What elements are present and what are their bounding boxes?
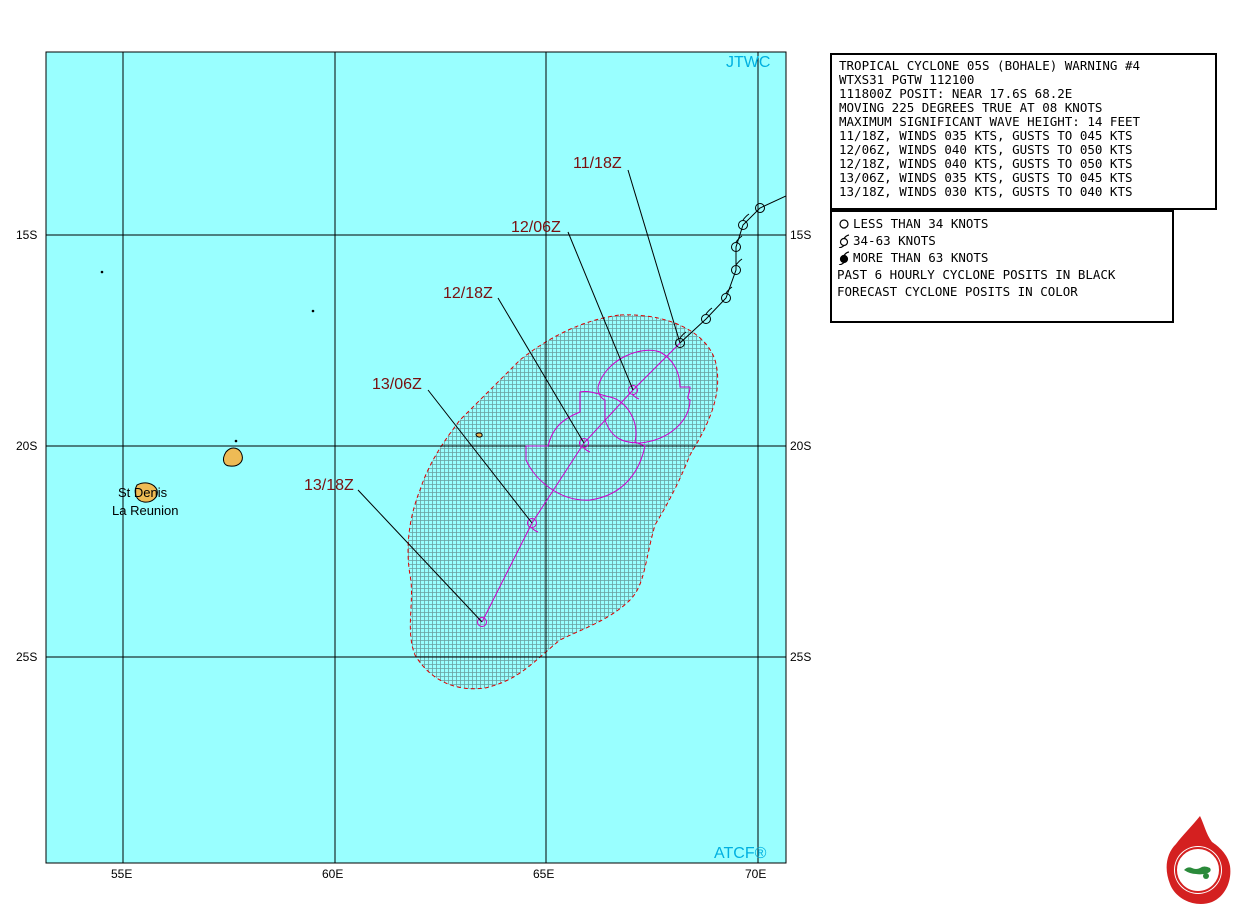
- warning-line: 12/06Z, WINDS 040 KTS, GUSTS TO 050 KTS: [839, 142, 1133, 157]
- open-circle-icon: [839, 218, 849, 229]
- legend-panel: LESS THAN 34 KNOTS 34-63 KNOTS MORE THAN…: [830, 210, 1174, 323]
- lat-label-left: 20S: [16, 439, 37, 453]
- islet-marker: [100, 270, 104, 274]
- lat-label-left: 15S: [16, 228, 37, 242]
- warning-line: MAXIMUM SIGNIFICANT WAVE HEIGHT: 14 FEET: [839, 114, 1141, 129]
- lat-label-right: 20S: [790, 439, 811, 453]
- island-label: La Reunion: [112, 503, 179, 518]
- warning-line: 13/06Z, WINDS 035 KTS, GUSTS TO 045 KTS: [839, 170, 1133, 185]
- forecast-time-label: 13/18Z: [304, 477, 354, 494]
- legend-item-label: LESS THAN 34 KNOTS: [853, 216, 989, 231]
- atcf-label: ATCF®: [714, 845, 767, 862]
- warning-line: 11/18Z, WINDS 035 KTS, GUSTS TO 045 KTS: [839, 128, 1133, 143]
- islet-marker: [311, 309, 315, 313]
- danger-area: [407, 314, 719, 690]
- lat-label-right: 15S: [790, 228, 811, 242]
- wind-radii: [525, 349, 691, 501]
- lon-label: 55E: [111, 867, 132, 881]
- label-leader-lines: [357, 169, 681, 623]
- lat-label-left: 25S: [16, 650, 37, 664]
- legend-item-label: MORE THAN 63 KNOTS: [853, 250, 989, 265]
- past-positions: [675, 203, 765, 348]
- lon-label: 70E: [745, 867, 766, 881]
- open-cyclone-icon: [838, 233, 850, 248]
- warning-line: WTXS31 PGTW 112100: [839, 72, 975, 87]
- jtwc-label: JTWC: [726, 54, 770, 71]
- warning-line: TROPICAL CYCLONE 05S (BOHALE) WARNING #4: [839, 58, 1141, 73]
- forecast-time-label: 12/18Z: [443, 285, 493, 302]
- legend-note-text: PAST 6 HOURLY CYCLONE POSITS IN BLACK: [837, 267, 1116, 282]
- legend-item: 34-63 KNOTS: [837, 232, 1172, 249]
- small-island: [475, 432, 483, 438]
- lon-label: 60E: [322, 867, 343, 881]
- warning-panel: TROPICAL CYCLONE 05S (BOHALE) WARNING #4…: [830, 53, 1217, 210]
- forecast-positions: [477, 385, 640, 627]
- legend-note-text: FORECAST CYCLONE POSITS IN COLOR: [837, 284, 1078, 299]
- warning-line: 111800Z POSIT: NEAR 17.6S 68.2E: [839, 86, 1073, 101]
- jtwc-seal-logo: [1166, 816, 1231, 904]
- city-label: St Denis: [118, 485, 168, 500]
- reunion-island: [134, 482, 158, 503]
- forecast-time-label: 11/18Z: [573, 155, 622, 172]
- forecast-time-label: 13/06Z: [372, 376, 422, 393]
- mauritius-island: [222, 447, 243, 467]
- map-border: [45, 51, 787, 864]
- warning-line: 13/18Z, WINDS 030 KTS, GUSTS TO 040 KTS: [839, 184, 1133, 199]
- islands: [100, 270, 483, 503]
- lat-label-right: 25S: [790, 650, 811, 664]
- forecast-time-label: 12/06Z: [511, 219, 561, 236]
- warning-line: 12/18Z, WINDS 040 KTS, GUSTS TO 050 KTS: [839, 156, 1133, 171]
- grid-lines: [46, 52, 786, 863]
- lon-label: 65E: [533, 867, 554, 881]
- legend-note: PAST 6 HOURLY CYCLONE POSITS IN BLACK: [837, 266, 1172, 283]
- warning-line: MOVING 225 DEGREES TRUE AT 08 KNOTS: [839, 100, 1103, 115]
- legend-item-label: 34-63 KNOTS: [853, 233, 936, 248]
- islet-marker: [234, 439, 238, 443]
- filled-cyclone-icon: [838, 250, 850, 265]
- legend-note: FORECAST CYCLONE POSITS IN COLOR: [837, 283, 1172, 300]
- legend-item: LESS THAN 34 KNOTS: [837, 215, 1172, 232]
- legend-item: MORE THAN 63 KNOTS: [837, 249, 1172, 266]
